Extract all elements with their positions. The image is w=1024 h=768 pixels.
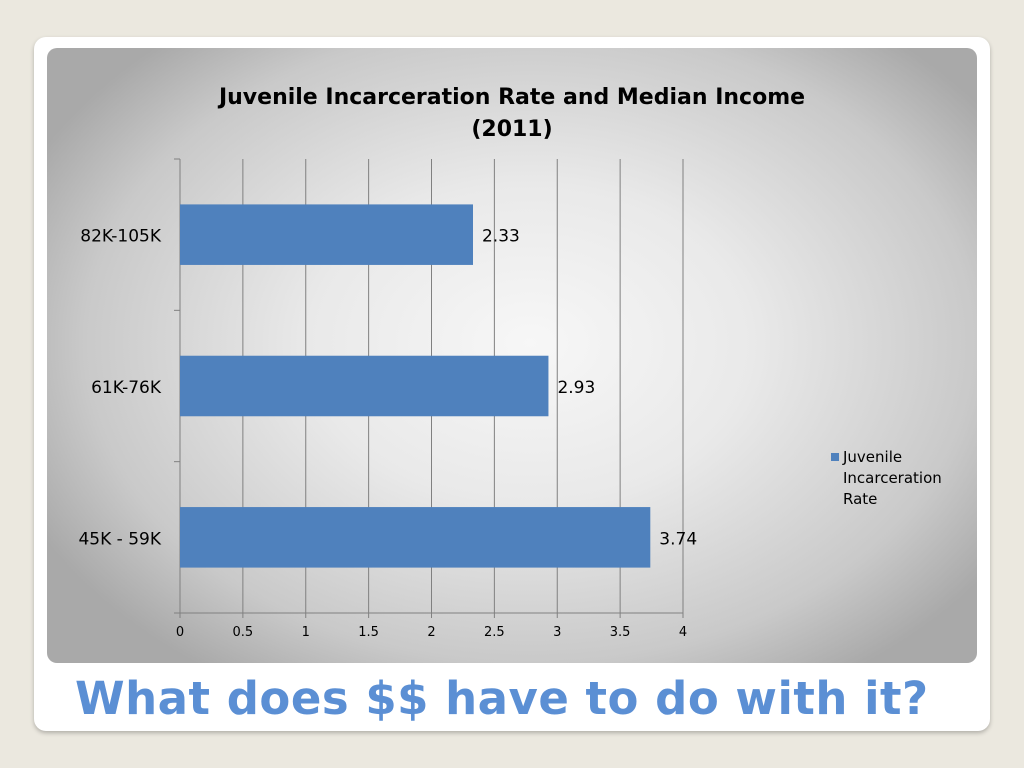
legend-label-line: Rate — [843, 490, 877, 508]
bar — [180, 204, 473, 265]
bar-data-label: 3.74 — [659, 529, 697, 549]
bar — [180, 507, 651, 568]
x-tick-label: 1.5 — [358, 625, 379, 640]
chart-title-line: (2011) — [471, 117, 552, 142]
chart-panel: Juvenile Incarceration Rate and Median I… — [47, 48, 977, 663]
x-tick-label: 0 — [176, 625, 184, 640]
x-tick-label: 1 — [302, 625, 310, 640]
x-tick-label: 3 — [553, 625, 561, 640]
slide-heading: What does $$ have to do with it? — [75, 672, 929, 725]
legend-swatch — [831, 453, 839, 461]
legend-label-line: Juvenile — [842, 448, 902, 466]
chart-title-line: Juvenile Incarceration Rate and Median I… — [217, 85, 805, 110]
legend-label-line: Incarceration — [843, 469, 942, 487]
bar-data-label: 2.93 — [557, 378, 595, 398]
category-label: 61K-76K — [91, 378, 162, 398]
x-tick-label: 2 — [427, 625, 435, 640]
x-tick-label: 2.5 — [484, 625, 505, 640]
x-tick-label: 4 — [679, 625, 687, 640]
bar-data-label: 2.33 — [482, 227, 520, 247]
category-label: 45K - 59K — [78, 529, 161, 549]
bar-chart: Juvenile Incarceration Rate and Median I… — [78, 85, 942, 640]
bar — [180, 355, 549, 417]
x-tick-label: 0.5 — [233, 625, 254, 640]
x-tick-label: 3.5 — [610, 625, 631, 640]
category-label: 82K-105K — [80, 227, 162, 247]
